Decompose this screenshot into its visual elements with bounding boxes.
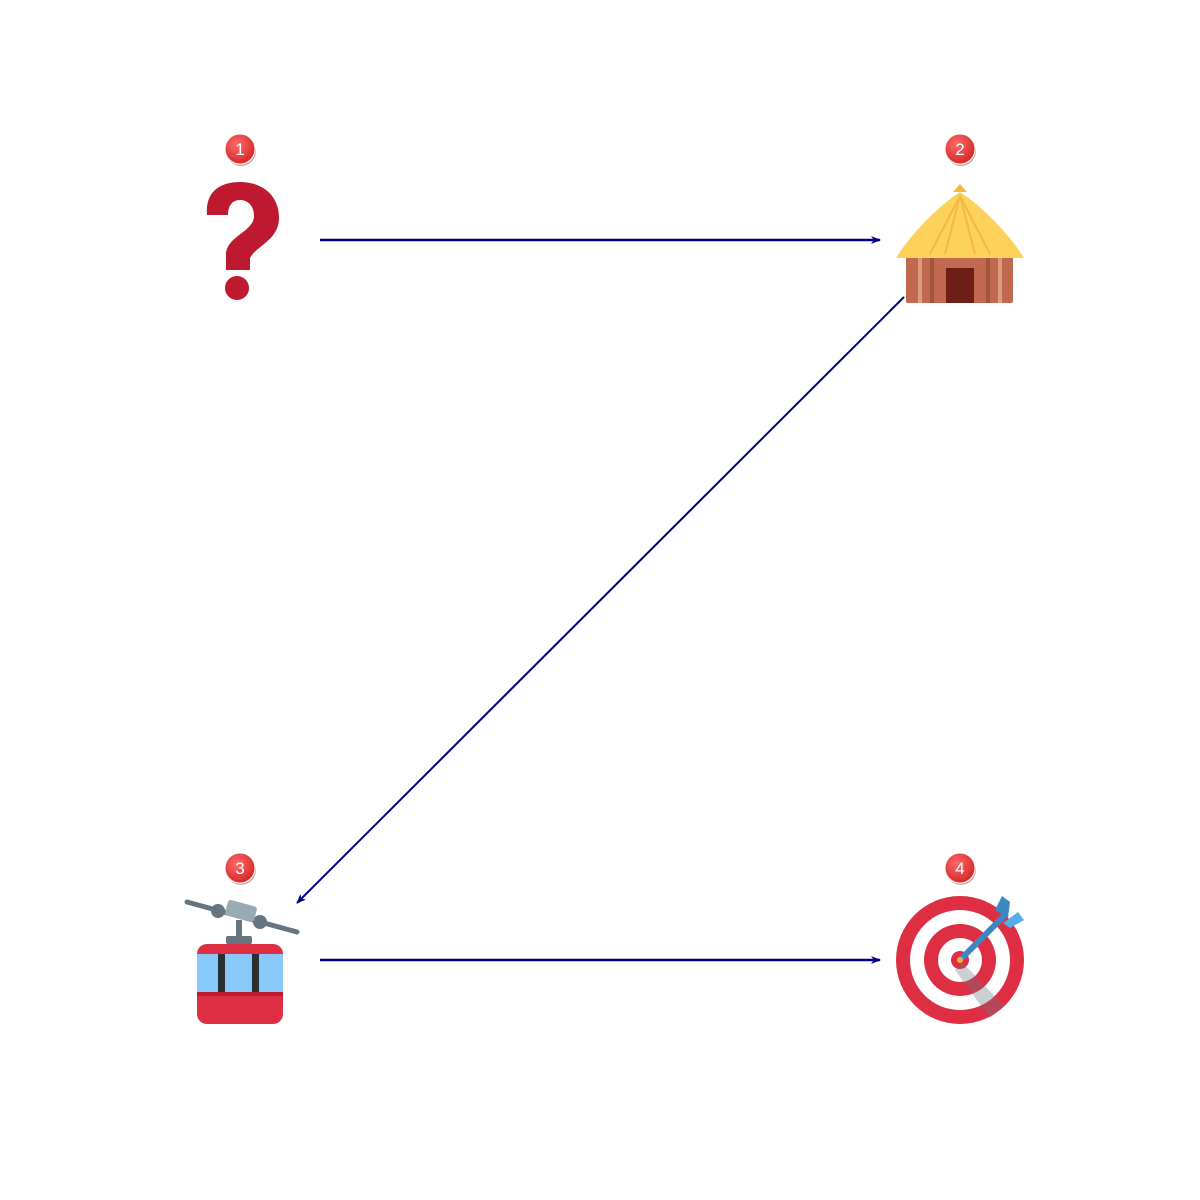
edge-2-to-3 [296, 296, 905, 904]
node-label-3: 3 [235, 859, 244, 878]
node-badge-1: 1 [224, 133, 256, 166]
node-badge-3: 3 [224, 852, 256, 885]
node-3: 3 [184, 852, 300, 1024]
aerial-tramway-icon [184, 899, 300, 1024]
node-label-4: 4 [955, 859, 964, 878]
node-4: 4 [896, 852, 1024, 1024]
question-mark-icon [206, 182, 279, 300]
node-label-1: 1 [235, 140, 244, 159]
edges [296, 236, 905, 964]
bullseye-target-icon [896, 896, 1024, 1024]
node-badge-4: 4 [944, 852, 976, 885]
node-2: 2 [896, 133, 1024, 303]
hut-icon [896, 184, 1024, 303]
dart-icon [957, 896, 1024, 963]
node-label-2: 2 [955, 140, 964, 159]
node-badge-2: 2 [944, 133, 976, 166]
node-1: 1 [206, 133, 279, 300]
